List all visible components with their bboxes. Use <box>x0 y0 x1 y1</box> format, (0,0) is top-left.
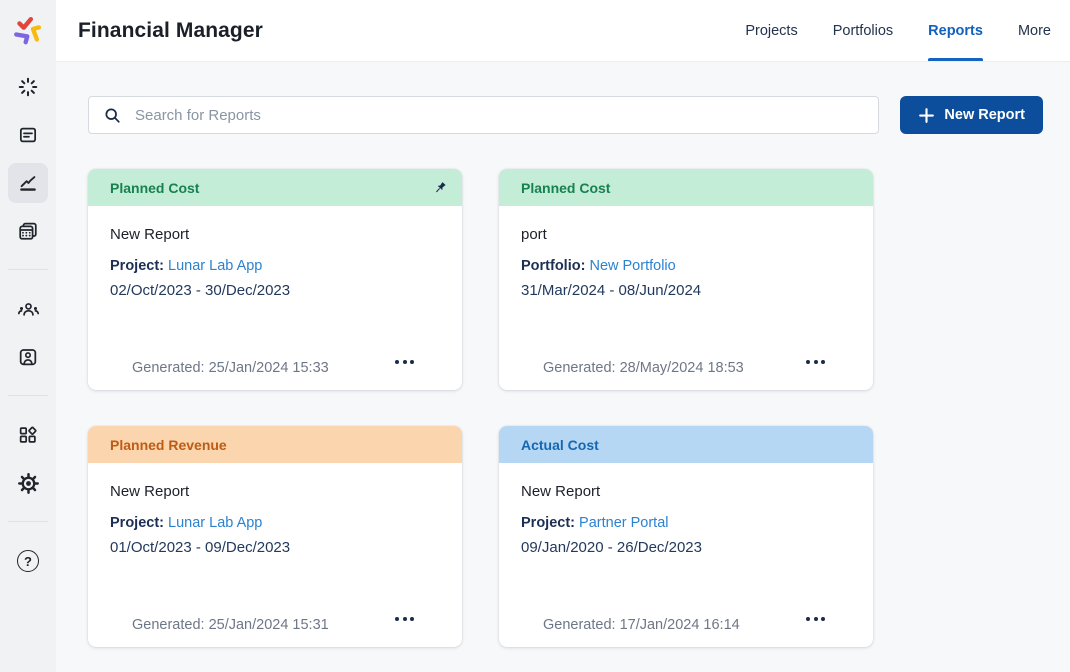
report-date-range: 02/Oct/2023 - 30/Dec/2023 <box>110 282 291 299</box>
report-card-body: port Portfolio: New Portfolio 31/Mar/202… <box>499 206 873 390</box>
report-card-footer: Generated: 17/Jan/2024 16:14 <box>521 617 851 647</box>
sidebar-item-tables[interactable] <box>8 211 48 251</box>
tables-icon <box>19 222 37 240</box>
app-logo-icon[interactable] <box>9 12 47 50</box>
scope-link[interactable]: New Portfolio <box>589 258 676 274</box>
sidebar-item-burst[interactable] <box>8 67 48 107</box>
help-icon: ? <box>17 550 39 572</box>
reports-page: New Report Planned Cost <box>56 62 1070 672</box>
scope-link[interactable]: Lunar Lab App <box>168 515 263 531</box>
pin-icon[interactable] <box>432 180 448 196</box>
report-name: port <box>521 226 547 243</box>
report-card[interactable]: Planned Revenue New Report Project: Luna… <box>88 426 462 647</box>
generated-timestamp: Generated: 28/May/2024 18:53 <box>543 360 744 376</box>
report-card-body: New Report Project: Partner Portal 09/Ja… <box>499 463 873 647</box>
report-date-range: 31/Mar/2024 - 08/Jun/2024 <box>521 282 702 299</box>
report-type-label: Actual Cost <box>521 436 599 453</box>
search-input[interactable] <box>135 106 866 124</box>
sidebar-divider <box>8 269 48 270</box>
generated-timestamp: Generated: 25/Jan/2024 15:33 <box>132 360 329 376</box>
burst-icon <box>18 77 38 97</box>
more-options-button[interactable] <box>391 356 418 368</box>
scope-label: Project: <box>110 258 164 274</box>
sidebar-item-settings[interactable] <box>8 463 48 503</box>
more-options-button[interactable] <box>802 613 829 625</box>
app-header: Financial Manager Projects Portfolios Re… <box>56 0 1070 62</box>
sidebar-divider <box>8 521 48 522</box>
generated-timestamp: Generated: 25/Jan/2024 15:31 <box>132 617 329 633</box>
report-scope: Project: Partner Portal <box>521 513 851 533</box>
sidebar-item-apps[interactable] <box>8 415 48 455</box>
report-card-footer: Generated: 25/Jan/2024 15:31 <box>110 617 440 647</box>
nav-tab-more[interactable]: More <box>1017 22 1051 39</box>
report-card-body: New Report Project: Lunar Lab App 01/Oct… <box>88 463 462 647</box>
scope-label: Portfolio: <box>521 258 586 274</box>
report-card-footer: Generated: 28/May/2024 18:53 <box>521 360 851 390</box>
more-options-button[interactable] <box>802 356 829 368</box>
nav-tab-projects[interactable]: Projects <box>745 22 798 39</box>
report-card[interactable]: Planned Cost New Report <box>88 169 462 390</box>
main-column: Financial Manager Projects Portfolios Re… <box>56 0 1070 672</box>
search-box <box>88 96 879 134</box>
plus-icon <box>919 107 935 123</box>
report-type-label: Planned Revenue <box>110 436 227 453</box>
report-type-header: Actual Cost <box>499 426 873 463</box>
report-type-header: Planned Revenue <box>88 426 462 463</box>
scope-link[interactable]: Lunar Lab App <box>168 258 263 274</box>
scope-label: Project: <box>521 515 575 531</box>
search-icon <box>105 108 120 123</box>
scope-label: Project: <box>110 515 164 531</box>
report-card-grid: Planned Cost New Report <box>88 169 1043 647</box>
apps-icon <box>19 426 37 443</box>
report-card-footer: Generated: 25/Jan/2024 15:33 <box>110 360 440 390</box>
report-name: New Report <box>110 483 190 500</box>
generated-timestamp: Generated: 17/Jan/2024 16:14 <box>543 617 740 633</box>
report-date-range: 01/Oct/2023 - 09/Dec/2023 <box>110 539 291 556</box>
nav-tab-reports[interactable]: Reports <box>928 0 983 61</box>
report-scope: Project: Lunar Lab App <box>110 256 440 276</box>
report-type-header: Planned Cost <box>499 169 873 206</box>
report-card[interactable]: Actual Cost New Report Project: Partner … <box>499 426 873 647</box>
report-name: New Report <box>110 226 190 243</box>
new-report-button[interactable]: New Report <box>900 96 1043 134</box>
sidebar: ? <box>0 0 56 672</box>
report-card-body: New Report Project: Lunar Lab App 02/Oct… <box>88 206 462 390</box>
sidebar-item-help[interactable]: ? <box>8 541 48 581</box>
sidebar-divider <box>8 395 48 396</box>
sidebar-item-reports[interactable] <box>8 163 48 203</box>
sidebar-item-profile[interactable] <box>8 337 48 377</box>
sidebar-item-team[interactable] <box>8 289 48 329</box>
report-scope: Portfolio: New Portfolio <box>521 256 851 276</box>
report-card[interactable]: Planned Cost port Portfolio: New Portfol… <box>499 169 873 390</box>
report-name: New Report <box>521 483 601 500</box>
chart-trend-icon <box>20 176 36 191</box>
report-date-range: 09/Jan/2020 - 26/Dec/2023 <box>521 539 702 556</box>
report-type-label: Planned Cost <box>521 179 611 196</box>
sidebar-item-documents[interactable] <box>8 115 48 155</box>
scope-link[interactable]: Partner Portal <box>579 515 669 531</box>
sidebar-icon-list: ? <box>8 67 48 589</box>
page-title: Financial Manager <box>78 18 263 42</box>
report-type-header: Planned Cost <box>88 169 462 206</box>
team-icon <box>17 302 39 316</box>
document-icon <box>19 127 37 143</box>
settings-icon <box>17 472 39 494</box>
new-report-button-label: New Report <box>944 107 1025 123</box>
top-navigation: Projects Portfolios Reports More <box>745 0 1051 61</box>
report-type-label: Planned Cost <box>110 179 200 196</box>
report-scope: Project: Lunar Lab App <box>110 513 440 533</box>
more-options-button[interactable] <box>391 613 418 625</box>
profile-icon <box>19 349 37 366</box>
nav-tab-portfolios[interactable]: Portfolios <box>832 22 894 39</box>
toolbar: New Report <box>88 96 1043 134</box>
